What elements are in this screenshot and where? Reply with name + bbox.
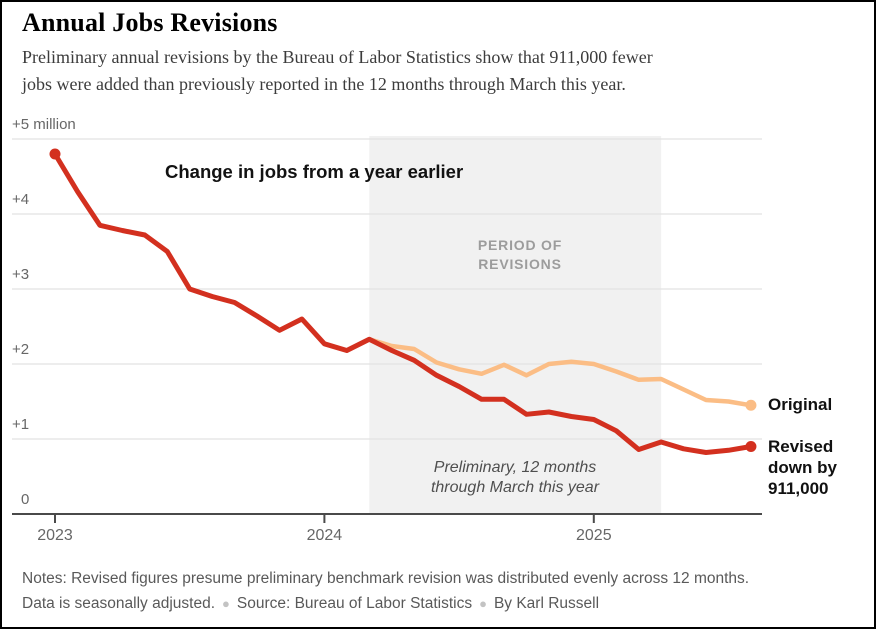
byline-text: By Karl Russell bbox=[493, 595, 600, 612]
adjustment-note: Data is seasonally adjusted. bbox=[22, 595, 216, 612]
original-end-dot bbox=[745, 399, 757, 411]
page-title: Annual Jobs Revisions bbox=[22, 8, 278, 37]
original-line bbox=[367, 337, 754, 408]
y-axis-label: +2 bbox=[12, 341, 30, 358]
y-axis-label: +4 bbox=[12, 191, 30, 208]
revision-band-note: Preliminary, 12 months through March thi… bbox=[430, 459, 600, 496]
y-axis-label: 0 bbox=[21, 491, 30, 508]
revised-start-dot bbox=[49, 148, 61, 160]
dot-separator-icon: ● bbox=[479, 596, 487, 611]
source-text: Source: Bureau of Labor Statistics bbox=[236, 595, 473, 612]
x-axis-label: 2025 bbox=[576, 527, 612, 544]
revision-band-label: PERIOD OF REVISIONS bbox=[477, 237, 563, 272]
dot-separator-icon: ● bbox=[222, 596, 230, 611]
revised-line bbox=[52, 151, 754, 455]
x-axis-label: 2023 bbox=[37, 527, 73, 544]
notes-text: Notes: Revised figures presume prelimina… bbox=[22, 570, 750, 587]
y-axis-label: +5 million bbox=[12, 116, 76, 133]
chart-subtitle: Preliminary annual revisions by the Bure… bbox=[22, 47, 653, 94]
x-axis-label: 2024 bbox=[306, 527, 343, 544]
legend-label-revised: Revised down by 911,000 bbox=[768, 437, 837, 498]
y-axis-label: +1 bbox=[12, 416, 30, 433]
y-axis-label: +3 bbox=[12, 266, 30, 283]
legend-label-original: Original bbox=[768, 395, 833, 414]
revised-end-dot bbox=[745, 441, 757, 452]
chart-annotation: Change in jobs from a year earlier bbox=[165, 161, 464, 182]
chart-footer: Notes: Revised figures presume prelimina… bbox=[22, 566, 862, 616]
